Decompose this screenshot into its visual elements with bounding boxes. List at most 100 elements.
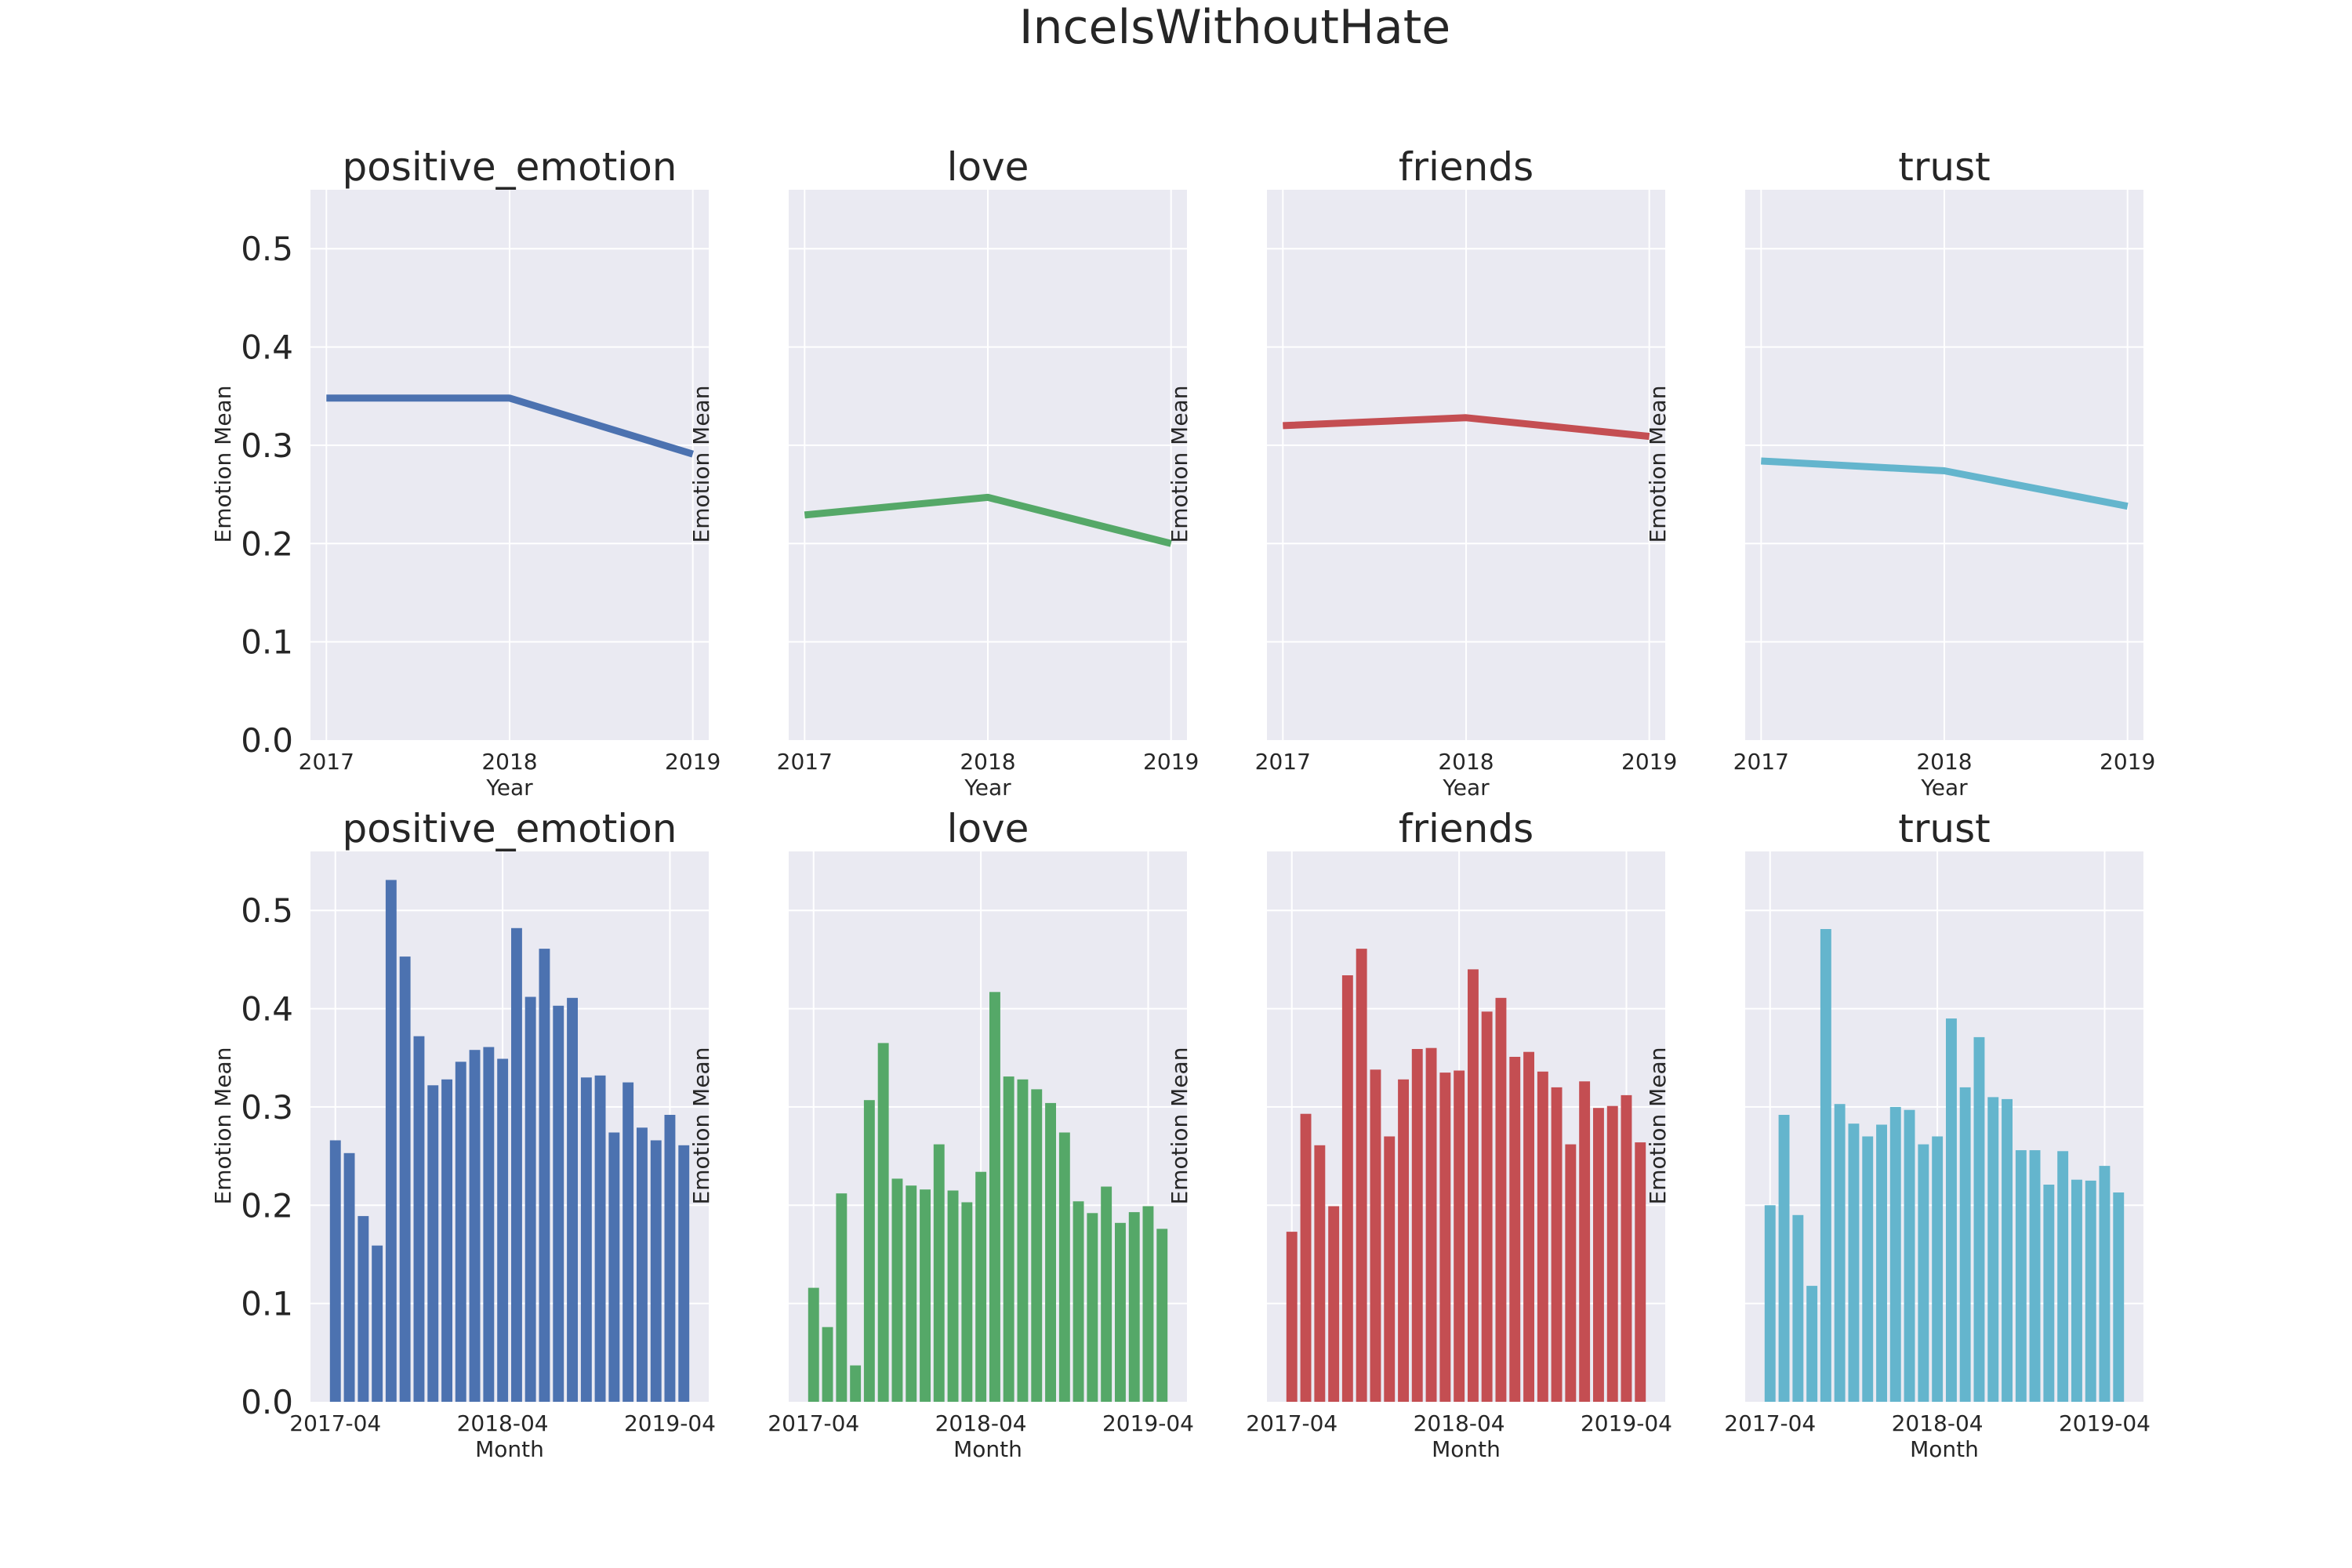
monthly-love-panel: love 2017-04 2018-04 2019-04 Month Emotion Me… bbox=[688, 806, 1194, 1462]
trust-bar bbox=[1946, 1018, 1957, 1402]
positive-emotion-bar bbox=[539, 949, 550, 1402]
friends-bar bbox=[1468, 969, 1479, 1402]
friends-bar bbox=[1537, 1071, 1548, 1402]
y-axis-label: Emotion Mean bbox=[1167, 1047, 1192, 1205]
panel-title: positive_emotion bbox=[343, 806, 677, 851]
friends-bar bbox=[1523, 1051, 1534, 1402]
x-tick-label: 2017-04 bbox=[289, 1410, 381, 1436]
trust-bar bbox=[1987, 1097, 1999, 1402]
yearly-positive-emotion-panel: positive_emotion 2017 2018 2019 Year Emotion … bbox=[210, 144, 720, 800]
figure-title: IncelsWithoutHate bbox=[1019, 0, 1450, 55]
positive-emotion-bar bbox=[524, 996, 536, 1402]
trust-bar bbox=[1904, 1109, 1915, 1402]
x-tick-label: 2017 bbox=[1255, 749, 1311, 775]
trust-bar bbox=[1806, 1286, 1818, 1402]
y-axis-label: Emotion Mean bbox=[1167, 386, 1192, 543]
positive-emotion-bar bbox=[469, 1050, 481, 1402]
friends-bar bbox=[1565, 1144, 1577, 1402]
love-bar bbox=[920, 1189, 931, 1402]
love-bar bbox=[1156, 1229, 1168, 1402]
friends-bar bbox=[1300, 1113, 1312, 1402]
love-bar bbox=[961, 1202, 973, 1402]
x-tick-label: 2017 bbox=[1733, 749, 1789, 775]
panels: positive_emotion 2017 2018 2019 Year Emotion … bbox=[210, 144, 2155, 1462]
trust-bar bbox=[1848, 1123, 1860, 1402]
friends-bar bbox=[1328, 1206, 1340, 1402]
positive-emotion-bar bbox=[358, 1216, 369, 1402]
friends-bar bbox=[1495, 997, 1507, 1402]
love-bar bbox=[891, 1178, 903, 1402]
plot-area bbox=[789, 851, 1187, 1402]
x-tick-label: 2019 bbox=[2100, 749, 2155, 775]
love-bar bbox=[947, 1190, 959, 1402]
trust-bar bbox=[2029, 1150, 2041, 1402]
friends-bar bbox=[1341, 975, 1353, 1402]
trust-bar bbox=[2043, 1185, 2055, 1402]
x-axis-label: Year bbox=[1442, 775, 1490, 800]
panel-title: love bbox=[947, 806, 1029, 851]
friends-line bbox=[1283, 414, 1650, 441]
trust-bar bbox=[1834, 1104, 1846, 1402]
y-tick-label: 0.4 bbox=[241, 328, 293, 367]
love-bar bbox=[822, 1327, 833, 1402]
trust-bar bbox=[1889, 1106, 1901, 1402]
y-tick-label: 0.4 bbox=[241, 990, 293, 1029]
y-tick-label: 0.0 bbox=[241, 721, 293, 760]
positive-emotion-bar bbox=[399, 956, 411, 1402]
trust-bar bbox=[2113, 1192, 2125, 1402]
love-bar bbox=[1045, 1102, 1056, 1402]
x-axis-label: Year bbox=[485, 775, 533, 800]
panel-title: trust bbox=[1898, 806, 1991, 851]
y-tick-label: 0.3 bbox=[241, 1088, 293, 1127]
plot-area bbox=[1267, 851, 1665, 1402]
x-tick-label: 2018 bbox=[1438, 749, 1494, 775]
love-bar bbox=[906, 1185, 917, 1402]
positive-emotion-bar bbox=[511, 927, 522, 1402]
panel-title: love bbox=[947, 144, 1029, 190]
trust-bar bbox=[1918, 1144, 1929, 1402]
love-bar bbox=[989, 992, 1000, 1402]
positive-emotion-bar bbox=[329, 1140, 341, 1402]
x-tick-label: 2017 bbox=[777, 749, 833, 775]
x-tick-label: 2018-04 bbox=[1414, 1410, 1505, 1436]
positive-emotion-bar bbox=[483, 1047, 495, 1402]
x-tick-label: 2018-04 bbox=[457, 1410, 549, 1436]
yearly-love-panel: love 2017 2018 2019 Year Emotion Mean bbox=[688, 144, 1199, 800]
positive-emotion-bar bbox=[580, 1077, 592, 1402]
friends-bar bbox=[1398, 1079, 1409, 1402]
positive-emotion-bar bbox=[594, 1075, 606, 1402]
y-tick-label: 0.5 bbox=[241, 891, 293, 930]
x-tick-label: 2019-04 bbox=[1102, 1410, 1194, 1436]
friends-bar bbox=[1314, 1145, 1326, 1402]
positive-emotion-line bbox=[326, 394, 695, 458]
y-tick-label: 0.0 bbox=[241, 1383, 293, 1421]
love-bar bbox=[863, 1100, 875, 1402]
positive-emotion-bar bbox=[385, 880, 397, 1402]
friends-bar bbox=[1635, 1142, 1646, 1402]
friends-bar bbox=[1481, 1011, 1493, 1402]
love-bar bbox=[933, 1144, 945, 1402]
trust-bar bbox=[1792, 1214, 1804, 1402]
friends-bar bbox=[1411, 1049, 1423, 1402]
love-bar bbox=[808, 1287, 819, 1402]
y-tick-label: 0.2 bbox=[241, 1186, 293, 1225]
x-tick-label: 2019-04 bbox=[2059, 1410, 2151, 1436]
x-tick-label: 2018 bbox=[960, 749, 1015, 775]
y-tick-label: 0.5 bbox=[241, 230, 293, 268]
trust-bar bbox=[2057, 1151, 2069, 1402]
x-axis-label: Month bbox=[953, 1436, 1022, 1462]
friends-bar bbox=[1425, 1047, 1437, 1402]
y-tick-label: 0.1 bbox=[241, 1285, 293, 1323]
friends-bar bbox=[1621, 1094, 1632, 1402]
friends-bar bbox=[1439, 1073, 1451, 1402]
love-bar bbox=[975, 1171, 987, 1402]
positive-emotion-bar bbox=[608, 1132, 620, 1402]
x-axis-label: Month bbox=[1910, 1436, 1979, 1462]
friends-bar bbox=[1551, 1087, 1563, 1402]
positive-emotion-bar bbox=[622, 1082, 634, 1402]
y-axis-label: Emotion Mean bbox=[210, 386, 236, 543]
plot-area bbox=[1745, 851, 2143, 1402]
yearly-friends-panel: friends 2017 2018 2019 Year Emotion Mean bbox=[1167, 144, 1677, 800]
plot-area bbox=[310, 851, 709, 1402]
